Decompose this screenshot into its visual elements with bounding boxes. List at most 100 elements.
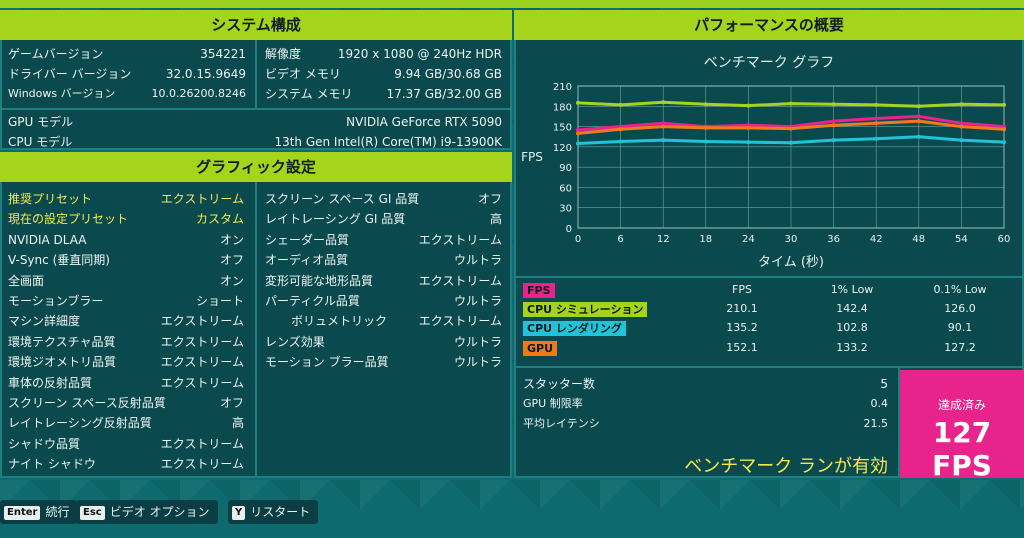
graphics-setting-value: ショート bbox=[195, 294, 244, 308]
system-row: ビデオ メモリ 9.94 GB/30.68 GB bbox=[265, 64, 502, 84]
esc-key-icon: Esc bbox=[80, 505, 105, 520]
y-tick-label: 30 bbox=[559, 204, 572, 215]
graphics-setting-row: 車体の反射品質 エクストリーム bbox=[8, 373, 244, 393]
continue-button[interactable]: Enter 続行 bbox=[0, 500, 78, 524]
performance-divider-2 bbox=[514, 366, 1024, 368]
y-axis-label: FPS bbox=[521, 150, 543, 164]
series-point bbox=[618, 102, 623, 107]
y-key-icon: Y bbox=[232, 505, 246, 520]
graphics-setting-value: ウルトラ bbox=[453, 294, 502, 308]
graphics-setting-value: エクストリーム bbox=[160, 192, 244, 206]
legend-gpu-chip: GPU bbox=[523, 341, 558, 356]
enter-key-icon: Enter bbox=[4, 505, 41, 520]
series-point bbox=[1002, 102, 1006, 107]
graphics-setting-row: 現在の設定プリセット カスタム bbox=[8, 209, 244, 229]
graphics-setting-value: エクストリーム bbox=[160, 334, 244, 349]
graphics-setting-label: 変形可能な地形品質 bbox=[265, 273, 374, 288]
legend-fps-chip: FPS bbox=[523, 283, 555, 298]
series-point bbox=[1002, 140, 1006, 145]
series-point bbox=[703, 125, 708, 130]
series-point bbox=[661, 100, 666, 105]
graphics-setting-value: ウルトラ bbox=[453, 355, 502, 370]
table-row: GPU 152.1 133.2 127.2 bbox=[523, 341, 1003, 359]
stat-row: スタッター数 5 bbox=[523, 374, 888, 394]
x-tick-label: 12 bbox=[657, 234, 670, 245]
system-config-header: システム構成 bbox=[0, 10, 512, 40]
graphics-settings-header: グラフィック設定 bbox=[0, 152, 512, 182]
benchmark-chart: 0 30 60 90 120 150 180 210 0 6 12 18 24 30 36 42 48 54 60 F… bbox=[521, 82, 1010, 270]
graphics-setting-label: スクリーン スペース GI 品質 bbox=[265, 192, 420, 206]
system-key: Windows バージョン bbox=[8, 87, 116, 100]
header-1pct-low: 1% Low bbox=[830, 283, 874, 296]
y-tick-label: 60 bbox=[559, 183, 572, 194]
cpu-render-1pct: 102.8 bbox=[836, 321, 868, 334]
gpu-model-label: GPU モデル bbox=[8, 115, 74, 129]
x-tick-label: 24 bbox=[742, 234, 755, 245]
gpu-fps: 152.1 bbox=[726, 341, 758, 354]
system-key: ビデオ メモリ bbox=[265, 67, 341, 81]
x-tick-label: 6 bbox=[617, 234, 623, 245]
graphics-setting-row: 推奨プリセット エクストリーム bbox=[8, 189, 244, 209]
graphics-setting-row: パーティクル品質 ウルトラ bbox=[265, 291, 502, 311]
graphics-divider-vertical bbox=[255, 182, 257, 478]
graphics-setting-label: V-Sync (垂直同期) bbox=[8, 253, 110, 268]
graphics-setting-label: 全画面 bbox=[8, 273, 45, 288]
cpu-sim-1pct: 142.4 bbox=[836, 302, 868, 315]
graphics-setting-value: エクストリーム bbox=[160, 457, 244, 472]
performance-header: パフォーマンスの概要 bbox=[514, 10, 1024, 40]
graphics-setting-label: 環境ジオメトリ品質 bbox=[8, 355, 117, 370]
graphics-setting-row: オーディオ品質 ウルトラ bbox=[265, 250, 502, 270]
system-value: 32.0.15.9649 bbox=[165, 67, 246, 81]
graphics-setting-value: オフ bbox=[219, 253, 244, 268]
series-point bbox=[1002, 127, 1006, 132]
series-point bbox=[959, 124, 964, 129]
x-tick-label: 48 bbox=[912, 234, 925, 245]
restart-button[interactable]: Y リスタート bbox=[228, 500, 319, 524]
graphics-setting-row: 環境テクスチャ品質 エクストリーム bbox=[8, 332, 244, 352]
system-divider-horizontal bbox=[0, 108, 512, 110]
graphics-setting-label: ナイト シャドウ bbox=[8, 457, 96, 472]
series-point bbox=[703, 139, 708, 144]
graphics-setting-row: モーションブラー ショート bbox=[8, 291, 244, 311]
graphics-setting-row: ナイト シャドウ エクストリーム bbox=[8, 454, 244, 474]
x-tick-label: 42 bbox=[870, 234, 883, 245]
video-options-button[interactable]: Esc ビデオ オプション bbox=[76, 500, 218, 524]
video-options-label: ビデオ オプション bbox=[109, 505, 210, 519]
stat-value: 21.5 bbox=[863, 417, 889, 430]
stat-row: GPU 制限率 0.4 bbox=[523, 394, 888, 414]
achieved-box bbox=[900, 370, 1024, 478]
table-header-row: FPS FPS 1% Low 0.1% Low bbox=[523, 283, 1003, 301]
series-point bbox=[831, 123, 836, 128]
graphics-setting-row: シェーダー品質 エクストリーム bbox=[265, 230, 502, 250]
header-01pct-low: 0.1% Low bbox=[933, 283, 987, 296]
y-tick-label: 150 bbox=[553, 123, 572, 134]
graphics-setting-row: モーション ブラー品質 ウルトラ bbox=[265, 352, 502, 372]
graphics-setting-value: オン bbox=[219, 273, 244, 288]
graphics-setting-value: エクストリーム bbox=[160, 436, 244, 451]
gpu-1pct: 133.2 bbox=[836, 341, 868, 354]
cpu-render-01pct: 90.1 bbox=[947, 321, 973, 334]
series-point bbox=[959, 102, 964, 107]
graphics-setting-value: オフ bbox=[477, 192, 502, 206]
graphics-setting-label: オーディオ品質 bbox=[265, 253, 349, 268]
system-value: 354221 bbox=[200, 47, 246, 61]
graphics-setting-label: 環境テクスチャ品質 bbox=[8, 334, 116, 349]
series-point bbox=[874, 136, 879, 141]
series-point bbox=[916, 114, 921, 119]
series-point bbox=[746, 103, 751, 108]
graphics-setting-row: NVIDIA DLAA オン bbox=[8, 230, 244, 250]
series-point bbox=[618, 127, 623, 132]
series-point bbox=[661, 138, 666, 143]
x-tick-label: 18 bbox=[699, 234, 712, 245]
graphics-setting-value: 高 bbox=[489, 212, 502, 227]
y-tick-label: 120 bbox=[553, 143, 572, 154]
graphics-setting-label: ボリュメトリック bbox=[291, 314, 388, 329]
graphics-setting-value: エクストリーム bbox=[418, 314, 502, 329]
performance-divider-3 bbox=[898, 368, 900, 478]
system-value: 9.94 GB/30.68 GB bbox=[394, 67, 502, 81]
legend-cpu-sim-chip: CPU シミュレーション bbox=[523, 302, 648, 317]
series-point bbox=[831, 102, 836, 107]
graphics-setting-label: NVIDIA DLAA bbox=[8, 232, 87, 247]
series-point bbox=[959, 121, 964, 126]
stat-label: 平均レイテンシ bbox=[523, 417, 600, 430]
